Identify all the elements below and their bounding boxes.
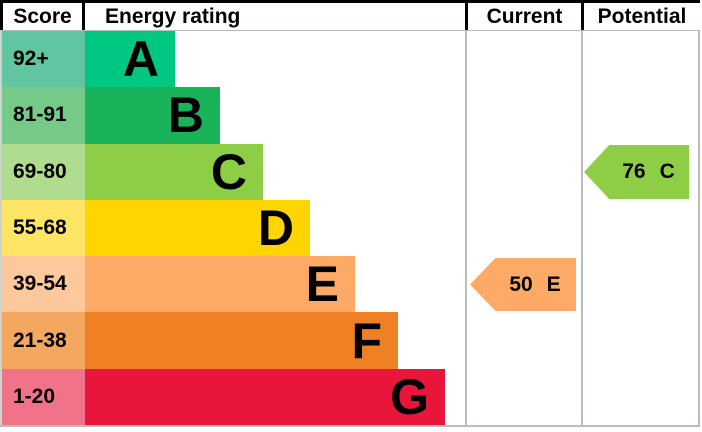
bar-zone: D [85, 199, 465, 257]
score-cell: 55-68 [2, 199, 85, 257]
score-cell: 39-54 [2, 256, 85, 313]
band-row-g: 1-20 G [0, 368, 700, 426]
current-band: E [546, 272, 561, 296]
band-letter: B [167, 87, 204, 144]
current-arrow: 50 E [470, 258, 576, 311]
bar-zone: G [85, 368, 465, 426]
bar-zone: C [85, 143, 465, 200]
header-energy-rating-label: Energy rating [105, 4, 241, 28]
current-column-cell [465, 368, 581, 426]
band-letter: G [390, 368, 429, 425]
current-column-cell [465, 312, 581, 369]
band-row-b: 81-91 B [0, 87, 700, 144]
score-cell: 92+ [2, 31, 85, 88]
potential-column-cell [581, 312, 700, 369]
bar-zone: B [85, 87, 465, 144]
band-bar-b: B [85, 87, 220, 144]
bar-zone: F [85, 312, 465, 369]
band-letter: D [257, 200, 294, 257]
header-potential-label: Potential [581, 3, 700, 30]
band-row-c: 69-80 C [0, 143, 700, 200]
current-column-cell [465, 87, 581, 144]
band-bar-g: G [85, 368, 445, 426]
band-row-d: 55-68 D [0, 199, 700, 257]
rating-bands: 92+ A 81-91 B 69-80 C [0, 31, 700, 428]
current-column-cell [465, 31, 581, 88]
band-bar-f: F [85, 312, 398, 369]
score-cell: 1-20 [2, 368, 85, 426]
band-bar-d: D [85, 199, 310, 257]
current-column-cell [465, 199, 581, 257]
score-cell: 69-80 [2, 143, 85, 200]
band-letter: E [305, 256, 339, 313]
band-row-a: 92+ A [0, 31, 700, 88]
potential-column-cell [581, 31, 700, 88]
header-current-label: Current [465, 3, 581, 30]
score-cell: 21-38 [2, 312, 85, 369]
current-column-cell [465, 256, 581, 313]
potential-column-cell [581, 256, 700, 313]
band-letter: F [351, 312, 382, 369]
current-column-cell [465, 143, 581, 200]
band-bar-c: C [85, 143, 263, 200]
band-bar-e: E [85, 256, 355, 313]
potential-column-cell [581, 199, 700, 257]
score-cell: 81-91 [2, 87, 85, 144]
header-score-label: Score [0, 3, 85, 30]
band-row-e: 39-54 E [0, 256, 700, 313]
band-letter: C [210, 143, 247, 200]
bar-zone: E [85, 256, 465, 313]
potential-band: C [659, 160, 675, 183]
potential-column-cell [581, 368, 700, 426]
band-bar-a: A [85, 31, 175, 88]
bar-zone: A [85, 31, 465, 88]
current-value: 50 [509, 272, 533, 296]
potential-arrow: 76 C [584, 145, 689, 199]
band-row-f: 21-38 F [0, 312, 700, 369]
potential-column-cell [581, 143, 700, 200]
band-letter: A [122, 31, 159, 88]
potential-column-cell [581, 87, 700, 144]
potential-value: 76 [622, 160, 646, 183]
header-row: Score Energy rating Current Potential [0, 0, 700, 31]
